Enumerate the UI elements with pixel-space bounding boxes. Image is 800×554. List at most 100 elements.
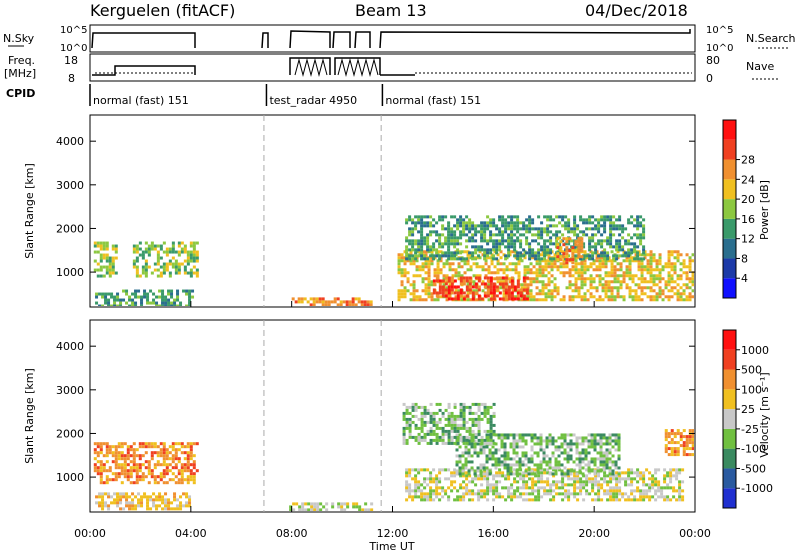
heatmap-cell xyxy=(584,448,588,452)
heatmap-cell xyxy=(417,254,421,258)
heatmap-cell xyxy=(432,468,436,472)
heatmap-cell xyxy=(423,486,427,490)
heatmap-cell xyxy=(599,442,603,446)
heatmap-cell xyxy=(95,301,99,305)
heatmap-cell xyxy=(593,436,597,440)
heatmap-cell xyxy=(640,298,644,302)
heatmap-cell xyxy=(170,507,174,511)
heatmap-cell xyxy=(551,466,555,470)
heatmap-cell xyxy=(420,215,424,219)
heatmap-cell xyxy=(586,256,590,260)
heatmap-cell xyxy=(537,492,541,496)
heatmap-cell xyxy=(611,469,615,473)
heatmap-cell xyxy=(111,454,115,458)
heatmap-cell xyxy=(486,276,490,280)
heatmap-cell xyxy=(519,288,523,292)
heatmap-cell xyxy=(132,460,136,464)
heatmap-cell xyxy=(556,243,560,247)
heatmap-cell xyxy=(471,221,475,225)
heatmap-cell xyxy=(670,295,674,299)
heatmap-cell xyxy=(624,254,628,258)
heatmap-cell xyxy=(135,274,139,278)
heatmap-cell xyxy=(471,477,475,481)
heatmap-cell xyxy=(138,463,142,467)
heatmap-cell xyxy=(633,233,637,237)
heatmap-cell xyxy=(483,257,487,261)
heatmap-cell xyxy=(611,445,615,449)
heatmap-cell xyxy=(153,481,157,485)
heatmap-cell xyxy=(435,239,439,243)
heatmap-cell xyxy=(476,451,480,455)
heatmap-cell xyxy=(586,298,590,302)
heatmap-cell xyxy=(657,486,661,490)
y-tick-label: 2000 xyxy=(56,222,84,235)
heatmap-cell xyxy=(152,292,156,296)
heatmap-cell xyxy=(682,447,686,451)
heatmap-cell xyxy=(491,457,495,461)
heatmap-cell xyxy=(515,439,519,443)
heatmap-cell xyxy=(546,239,550,243)
heatmap-cell xyxy=(496,259,500,263)
heatmap-cell xyxy=(648,483,652,487)
colorbar-tick-label: 12 xyxy=(741,233,755,246)
heatmap-cell xyxy=(517,289,521,293)
heatmap-cell xyxy=(599,448,603,452)
heatmap-cell xyxy=(494,457,498,461)
heatmap-cell xyxy=(663,474,667,478)
heatmap-cell xyxy=(541,271,545,275)
heatmap-cell xyxy=(600,477,604,481)
heatmap-cell xyxy=(318,300,322,304)
heatmap-cell xyxy=(566,472,570,476)
heatmap-cell xyxy=(521,451,525,455)
heatmap-cell xyxy=(403,250,407,254)
heatmap-cell xyxy=(192,259,196,263)
heatmap-cell xyxy=(553,283,557,287)
heatmap-cell xyxy=(489,441,493,445)
heatmap-cell xyxy=(592,295,596,299)
heatmap-cell xyxy=(478,274,482,278)
heatmap-cell xyxy=(615,474,619,478)
heatmap-cell xyxy=(503,463,507,467)
heatmap-cell xyxy=(364,502,368,506)
heatmap-cell xyxy=(114,454,118,458)
heatmap-cell xyxy=(125,301,129,305)
heatmap-cell xyxy=(585,233,589,237)
heatmap-cell xyxy=(567,495,571,499)
heatmap-cell xyxy=(525,483,529,487)
heatmap-cell xyxy=(435,477,439,481)
heatmap-cell xyxy=(324,300,328,304)
heatmap-cell xyxy=(593,442,597,446)
heatmap-cell xyxy=(527,457,531,461)
heatmap-cell xyxy=(573,215,577,219)
heatmap-cell xyxy=(593,457,597,461)
heatmap-cell xyxy=(558,242,562,246)
heatmap-cell xyxy=(688,265,692,269)
nave-tick-top: 80 xyxy=(706,54,720,67)
heatmap-cell xyxy=(611,460,615,464)
heatmap-cell xyxy=(447,276,451,280)
heatmap-cell xyxy=(483,477,487,481)
heatmap-cell xyxy=(646,295,650,299)
heatmap-cell xyxy=(408,483,412,487)
heatmap-cell xyxy=(569,439,573,443)
heatmap-cell xyxy=(536,436,540,440)
heatmap-cell xyxy=(554,466,558,470)
heatmap-cell xyxy=(107,492,111,496)
heatmap-cell xyxy=(484,274,488,278)
heatmap-cell xyxy=(574,277,578,281)
heatmap-cell xyxy=(433,274,437,278)
heatmap-cell xyxy=(436,274,440,278)
heatmap-cell xyxy=(661,292,665,296)
heatmap-cell xyxy=(161,295,165,299)
heatmap-cell xyxy=(515,433,519,437)
heatmap-cell xyxy=(679,262,683,266)
heatmap-cell xyxy=(408,227,412,231)
heatmap-cell xyxy=(609,242,613,246)
heatmap-cell xyxy=(544,295,548,299)
heatmap-cell xyxy=(483,239,487,243)
heatmap-cell xyxy=(510,230,514,234)
heatmap-cell xyxy=(612,492,616,496)
heatmap-cell xyxy=(153,466,157,470)
heatmap-cell xyxy=(600,498,604,502)
heatmap-cell xyxy=(403,262,407,266)
